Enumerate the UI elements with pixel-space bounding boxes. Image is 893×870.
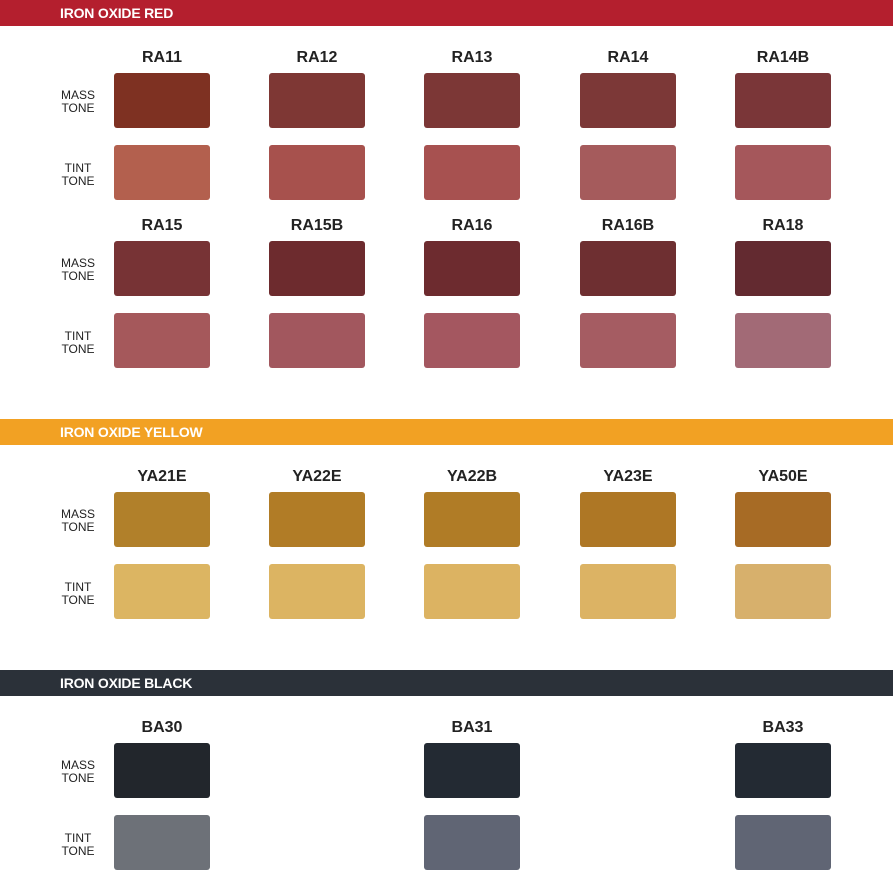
tint-tone-swatch	[580, 564, 676, 619]
mass-tone-label: MASS TONE	[48, 257, 108, 283]
tint-tone-label: TINT TONE	[48, 162, 108, 188]
tint-tone-swatch	[269, 145, 365, 200]
band-black: IRON OXIDE BLACK	[0, 670, 893, 696]
swatch-code: RA15B	[290, 217, 344, 234]
swatch-code: RA18	[762, 217, 804, 234]
tint-tone-swatch	[735, 145, 831, 200]
swatch-code: BA30	[141, 719, 183, 736]
tint-tone-swatch	[424, 313, 520, 368]
swatch-code: YA50E	[758, 468, 808, 485]
mass-tone-swatch	[269, 492, 365, 547]
tint-tone-label-line2: TONE	[61, 174, 95, 188]
swatch-code: RA16B	[601, 217, 655, 234]
tint-tone-swatch	[735, 815, 831, 870]
swatch-code: RA13	[451, 49, 493, 66]
mass-tone-swatch	[424, 241, 520, 296]
swatch-code: YA21E	[137, 468, 187, 485]
mass-tone-label: MASS TONE	[48, 89, 108, 115]
swatch-code: RA15	[141, 217, 183, 234]
swatch-code: BA31	[451, 719, 493, 736]
mass-tone-label-line2: TONE	[61, 771, 95, 785]
mass-tone-swatch	[114, 492, 210, 547]
band-red: IRON OXIDE RED	[0, 0, 893, 26]
mass-tone-swatch	[269, 241, 365, 296]
swatch-code: RA14	[607, 49, 649, 66]
tint-tone-swatch	[114, 815, 210, 870]
mass-tone-label: MASS TONE	[48, 508, 108, 534]
section-title: IRON OXIDE YELLOW	[60, 424, 203, 440]
mass-tone-swatch	[735, 241, 831, 296]
band-yellow: IRON OXIDE YELLOW	[0, 419, 893, 445]
tint-tone-label: TINT TONE	[48, 581, 108, 607]
mass-tone-swatch	[735, 492, 831, 547]
tint-tone-label-line2: TONE	[61, 593, 95, 607]
tint-tone-swatch	[424, 564, 520, 619]
tint-tone-swatch	[735, 564, 831, 619]
tint-tone-swatch	[269, 313, 365, 368]
tint-tone-label-line1: TINT	[64, 831, 92, 845]
tint-tone-swatch	[580, 145, 676, 200]
swatch-code: YA22E	[292, 468, 342, 485]
tint-tone-swatch	[735, 313, 831, 368]
mass-tone-swatch	[424, 492, 520, 547]
mass-tone-swatch	[580, 73, 676, 128]
tint-tone-swatch	[424, 145, 520, 200]
tint-tone-label: TINT TONE	[48, 832, 108, 858]
tint-tone-label-line1: TINT	[64, 329, 92, 343]
swatch-code: BA33	[762, 719, 804, 736]
tint-tone-label-line1: TINT	[64, 161, 92, 175]
section-title: IRON OXIDE RED	[60, 5, 174, 21]
mass-tone-label-line1: MASS	[60, 507, 95, 521]
mass-tone-swatch	[580, 492, 676, 547]
mass-tone-swatch	[735, 743, 831, 798]
mass-tone-label-line1: MASS	[60, 758, 95, 772]
tint-tone-label-line1: TINT	[64, 580, 92, 594]
mass-tone-label-line2: TONE	[61, 269, 95, 283]
swatch-code: YA23E	[603, 468, 653, 485]
swatch-code: RA11	[141, 49, 183, 66]
mass-tone-label-line1: MASS	[60, 88, 95, 102]
tint-tone-label-line2: TONE	[61, 342, 95, 356]
mass-tone-swatch	[424, 743, 520, 798]
swatch-code: RA16	[451, 217, 493, 234]
tint-tone-swatch	[114, 313, 210, 368]
swatch-code: RA12	[296, 49, 338, 66]
mass-tone-label-line1: MASS	[60, 256, 95, 270]
section-title: IRON OXIDE BLACK	[60, 675, 193, 691]
tint-tone-swatch	[114, 564, 210, 619]
tint-tone-label: TINT TONE	[48, 330, 108, 356]
tint-tone-swatch	[580, 313, 676, 368]
mass-tone-label-line2: TONE	[61, 520, 95, 534]
mass-tone-swatch	[269, 73, 365, 128]
mass-tone-label: MASS TONE	[48, 759, 108, 785]
mass-tone-label-line2: TONE	[61, 101, 95, 115]
swatch-code: YA22B	[446, 468, 498, 485]
mass-tone-swatch	[735, 73, 831, 128]
mass-tone-swatch	[114, 73, 210, 128]
mass-tone-swatch	[114, 743, 210, 798]
mass-tone-swatch	[424, 73, 520, 128]
tint-tone-swatch	[269, 564, 365, 619]
swatch-code: RA14B	[756, 49, 810, 66]
tint-tone-swatch	[114, 145, 210, 200]
mass-tone-swatch	[114, 241, 210, 296]
tint-tone-swatch	[424, 815, 520, 870]
tint-tone-label-line2: TONE	[61, 844, 95, 858]
mass-tone-swatch	[580, 241, 676, 296]
